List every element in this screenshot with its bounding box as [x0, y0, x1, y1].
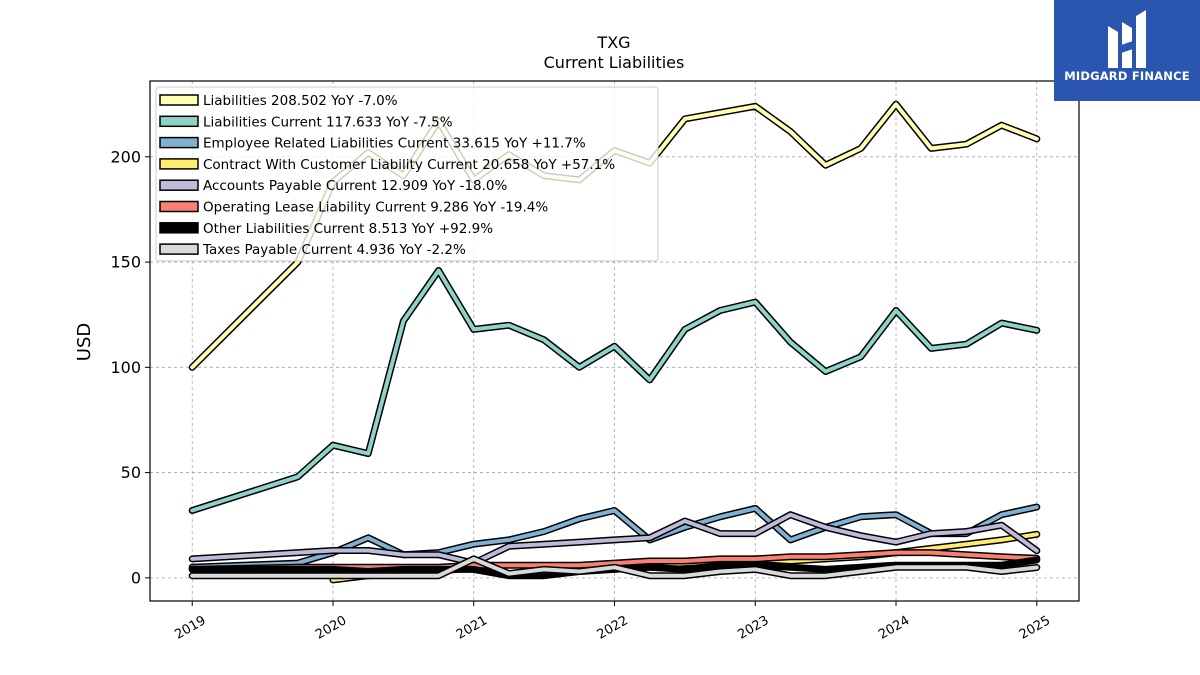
x-tick-label: 2021: [454, 613, 490, 643]
legend-entry: Liabilities Current 117.633 YoY -7.5%: [203, 114, 453, 130]
y-tick-label: 200: [110, 147, 141, 166]
legend-swatch: [159, 115, 199, 128]
series-line-outline: [188, 267, 1041, 514]
chart-title: TXG: [596, 33, 630, 52]
x-tick-label: 2019: [172, 613, 208, 643]
series-line-stroke: [190, 556, 1039, 578]
legend-entry: Taxes Payable Current 4.936 YoY -2.2%: [202, 242, 466, 258]
x-axis-ticks: 2019 2020 2021 2022 2023 2024 2025: [172, 601, 1053, 643]
legend-box: [155, 86, 659, 262]
series-line: [188, 511, 1041, 567]
y-axis-ticks: 0 50 100 150 200: [110, 147, 150, 587]
legend-entry: Accounts Payable Current 12.909 YoY -18.…: [203, 178, 508, 194]
legend-entry: Other Liabilities Current 8.513 YoY +92.…: [203, 221, 493, 237]
x-tick-label: 2025: [1017, 613, 1053, 643]
midgard-logo-icon: [1108, 10, 1146, 68]
y-tick-label: 150: [110, 253, 141, 272]
legend-swatch: [159, 158, 199, 170]
legend-swatch: [159, 136, 199, 149]
legend: Liabilities 208.502 YoY -7.0% Liabilities…: [155, 86, 659, 262]
x-tick-label: 2022: [595, 613, 631, 643]
x-tick-label: 2023: [735, 613, 771, 643]
y-tick-label: 0: [131, 568, 141, 587]
chart-subtitle: Current Liabilities: [544, 53, 685, 72]
legend-entry: Liabilities 208.502 YoY -7.0%: [203, 93, 398, 109]
series-line-stroke: [190, 512, 1039, 566]
legend-swatch: [159, 222, 199, 234]
legend-entry: Operating Lease Liability Current 9.286 …: [203, 200, 548, 216]
brand-name: MIDGARD FINANCE: [1064, 69, 1190, 83]
series-line-stroke: [190, 268, 1039, 513]
y-axis-label: USD: [74, 323, 95, 361]
x-tick-label: 2024: [876, 613, 912, 643]
legend-swatch: [159, 200, 199, 213]
plot-lines: [188, 100, 1041, 584]
legend-entry: Employee Related Liabilities Current 33.…: [203, 136, 586, 152]
legend-swatch: [159, 94, 199, 106]
legend-entry: Contract With Customer Liability Current…: [203, 157, 615, 173]
series-line: [188, 555, 1041, 580]
brand-logo: MIDGARD FINANCE: [1054, 0, 1200, 101]
legend-swatch: [159, 243, 199, 255]
legend-swatch: [159, 179, 199, 191]
y-tick-label: 100: [110, 358, 141, 377]
y-tick-label: 50: [121, 463, 141, 482]
x-tick-label: 2020: [313, 613, 349, 643]
series-line: [188, 267, 1041, 514]
